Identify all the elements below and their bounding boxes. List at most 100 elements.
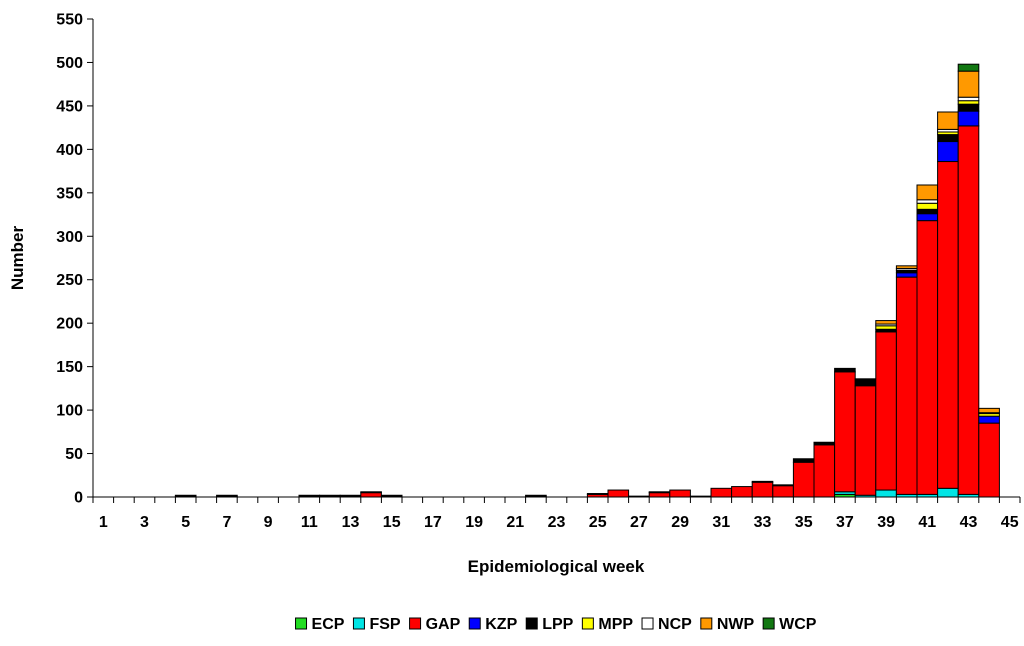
legend-swatch-wcp bbox=[762, 617, 775, 630]
legend-swatch-gap bbox=[409, 617, 422, 630]
legend-swatch-lpp bbox=[525, 617, 538, 630]
y-tick-label: 300 bbox=[56, 229, 83, 246]
x-tick-label: 5 bbox=[181, 514, 190, 531]
x-tick-label: 1 bbox=[99, 514, 108, 531]
bar-segment-gap-week-41 bbox=[916, 220, 939, 495]
bar-segment-kzp-week-41 bbox=[916, 213, 939, 222]
y-tick-label: 350 bbox=[56, 185, 83, 202]
bar-segment-gap-week-38 bbox=[854, 385, 877, 496]
bar-segment-lpp-week-13 bbox=[339, 494, 362, 497]
bar-segment-gap-week-35 bbox=[792, 461, 815, 498]
y-tick-label: 450 bbox=[56, 98, 83, 115]
bar-segment-ncp-week-41 bbox=[916, 199, 939, 204]
bar-segment-ncp-week-43 bbox=[957, 96, 980, 102]
bar-segment-lpp-week-28 bbox=[648, 491, 671, 494]
y-tick-label: 0 bbox=[74, 490, 83, 507]
legend-swatch-mpp bbox=[581, 617, 594, 630]
x-tick-label: 43 bbox=[960, 514, 978, 531]
bar-segment-gap-week-28 bbox=[648, 492, 671, 498]
bar-segment-fsp-week-39 bbox=[875, 489, 897, 498]
bar-segment-gap-week-37 bbox=[834, 371, 856, 493]
x-tick-label: 39 bbox=[877, 514, 895, 531]
x-tick-label: 37 bbox=[836, 514, 854, 531]
legend-label-kzp: KZP bbox=[485, 616, 517, 633]
bar-segment-fsp-week-42 bbox=[937, 487, 959, 498]
legend-label-gap: GAP bbox=[426, 616, 461, 633]
bar-segment-nwp-week-43 bbox=[957, 70, 980, 98]
y-tick-label: 200 bbox=[56, 316, 83, 333]
x-tick-label: 21 bbox=[506, 514, 524, 531]
x-tick-label: 13 bbox=[342, 514, 360, 531]
x-tick-label: 31 bbox=[712, 514, 730, 531]
y-tick-label: 400 bbox=[56, 142, 83, 159]
bar-segment-lpp-week-42 bbox=[937, 134, 959, 143]
bar-segment-nwp-week-39 bbox=[875, 320, 897, 325]
y-tick-label: 250 bbox=[56, 272, 83, 289]
y-tick-label: 550 bbox=[56, 12, 83, 29]
bar-segment-nwp-week-40 bbox=[895, 265, 918, 269]
bar-segment-kzp-week-44 bbox=[978, 415, 1000, 424]
legend-label-ecp: ECP bbox=[312, 616, 345, 633]
y-axis-ticks: 0 50 100 150 200 250 300 350 400 450 500 550 bbox=[56, 12, 93, 507]
bar-segment-kzp-week-40 bbox=[895, 272, 918, 278]
bar-segment-nwp-week-44 bbox=[978, 407, 1000, 414]
x-axis-ticks: 1 3 5 7 9 11 13 15 17 19 21 23 25 27 29 31 33 35 37 39 41 43 4… bbox=[92, 497, 1021, 531]
y-tick-label: 50 bbox=[65, 446, 83, 463]
bar-segment-lpp-week-33 bbox=[751, 480, 774, 483]
bar-segment-lpp-week-14 bbox=[360, 491, 382, 494]
bar-segment-mpp-week-43 bbox=[957, 100, 980, 105]
y-axis-title: Number bbox=[8, 226, 27, 291]
bar-segment-gap-week-36 bbox=[813, 444, 836, 498]
bar-segment-lpp-week-38 bbox=[854, 378, 877, 387]
x-tick-label: 29 bbox=[671, 514, 689, 531]
bar-segment-gap-week-26 bbox=[607, 489, 630, 498]
bar-segment-lpp-week-5 bbox=[174, 494, 197, 497]
bar-segment-lpp-week-34 bbox=[772, 484, 794, 487]
bar-segment-lpp-week-7 bbox=[216, 494, 238, 497]
bar-segment-gap-week-43 bbox=[957, 125, 980, 495]
bar-segment-lpp-week-22 bbox=[525, 494, 547, 497]
bar-segment-lpp-week-25 bbox=[586, 493, 609, 495]
y-tick-label: 150 bbox=[56, 359, 83, 376]
bar-segment-lpp-week-36 bbox=[813, 441, 836, 446]
y-tick-label: 100 bbox=[56, 403, 83, 420]
bar-segment-gap-week-34 bbox=[772, 485, 794, 498]
bar-segment-lpp-week-15 bbox=[380, 494, 403, 497]
x-tick-label: 11 bbox=[301, 514, 318, 531]
bar-segment-lpp-week-11 bbox=[298, 494, 321, 497]
x-tick-label: 27 bbox=[630, 514, 648, 531]
legend-swatch-ecp bbox=[295, 617, 308, 630]
x-tick-label: 23 bbox=[548, 514, 566, 531]
legend-swatch-kzp bbox=[468, 617, 481, 630]
x-tick-label: 9 bbox=[264, 514, 273, 531]
bar-segment-kzp-week-43 bbox=[957, 110, 980, 127]
bar-segment-gap-week-14 bbox=[360, 492, 382, 498]
bar-segment-mpp-week-41 bbox=[916, 202, 939, 210]
x-tick-label: 35 bbox=[795, 514, 813, 531]
legend-label-nwp: NWP bbox=[717, 616, 755, 633]
x-tick-label: 19 bbox=[465, 514, 483, 531]
bar-segment-gap-week-42 bbox=[937, 161, 959, 489]
bar-segment-gap-week-33 bbox=[751, 481, 774, 498]
x-tick-label: 33 bbox=[754, 514, 772, 531]
x-axis-title: Epidemiological week bbox=[468, 557, 645, 576]
x-tick-label: 3 bbox=[140, 514, 149, 531]
legend: ECP FSP GAP KZP LPP MPP NCP NWP WCP bbox=[295, 616, 817, 633]
bar-segment-lpp-week-41 bbox=[916, 208, 939, 215]
bar-segment-gap-week-39 bbox=[875, 331, 897, 491]
legend-swatch-nwp bbox=[700, 617, 713, 630]
x-tick-label: 41 bbox=[918, 514, 936, 531]
bar-segment-nwp-week-41 bbox=[916, 184, 939, 201]
x-tick-label: 25 bbox=[589, 514, 607, 531]
legend-swatch-ncp bbox=[641, 617, 654, 630]
legend-label-lpp: LPP bbox=[542, 616, 573, 633]
bar-segment-nwp-week-42 bbox=[937, 111, 959, 130]
y-tick-label: 500 bbox=[56, 55, 83, 72]
x-tick-label: 45 bbox=[1001, 514, 1019, 531]
axes-group bbox=[92, 19, 1020, 498]
bar-segment-mpp-week-39 bbox=[875, 325, 897, 330]
x-tick-label: 17 bbox=[424, 514, 442, 531]
legend-label-fsp: FSP bbox=[369, 616, 400, 633]
